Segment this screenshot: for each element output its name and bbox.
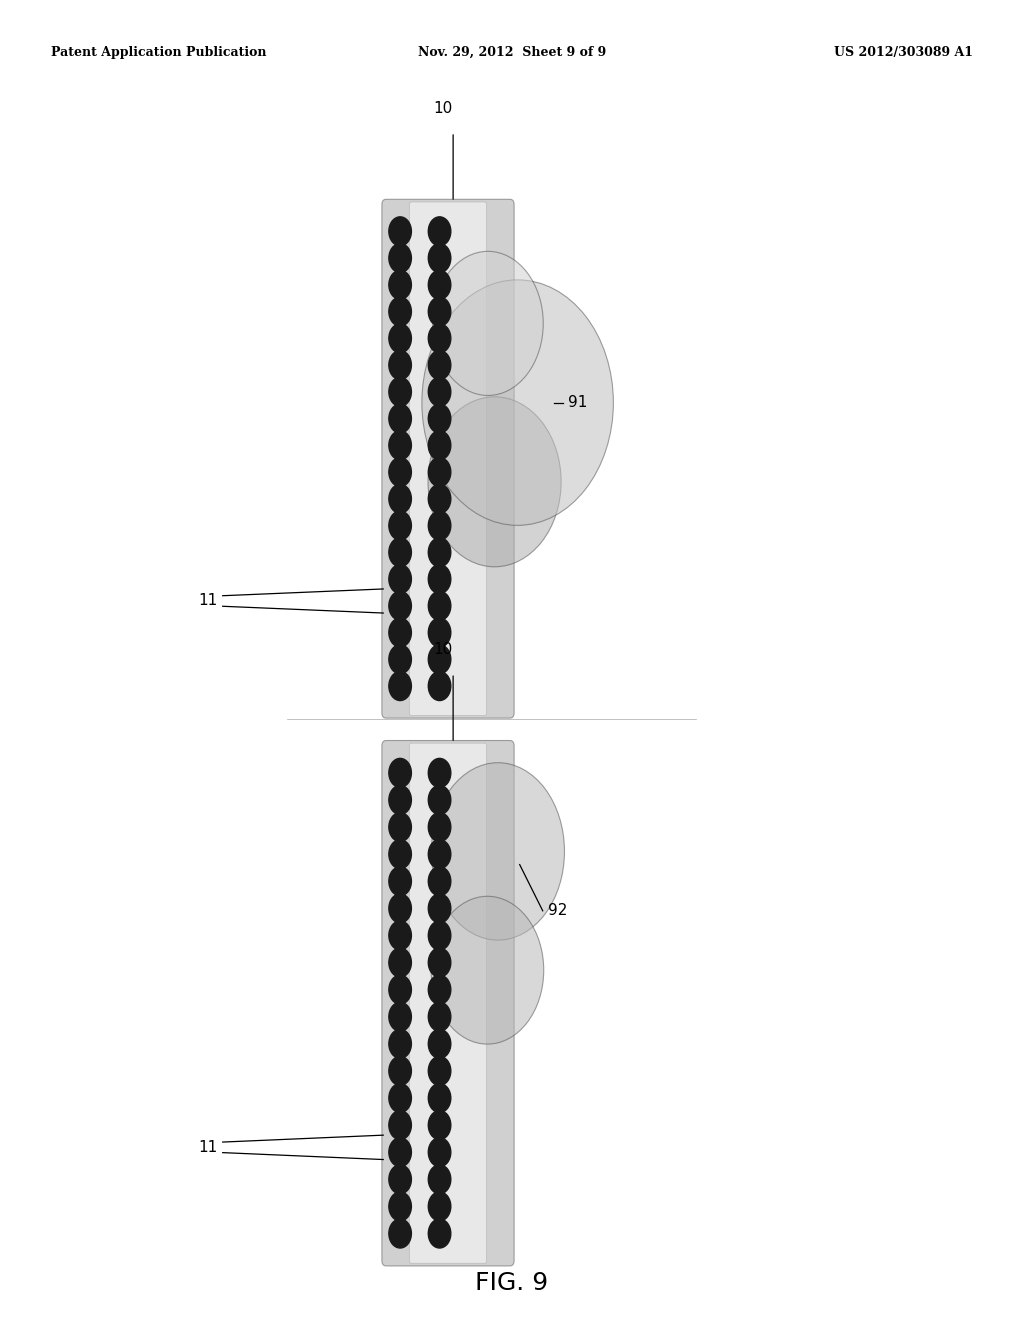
Circle shape [428, 840, 451, 869]
Ellipse shape [428, 397, 561, 566]
Circle shape [428, 1030, 451, 1059]
Ellipse shape [431, 896, 544, 1044]
Ellipse shape [422, 280, 613, 525]
Circle shape [428, 759, 451, 788]
Circle shape [389, 1192, 412, 1221]
Circle shape [389, 894, 412, 923]
Circle shape [389, 378, 412, 407]
Circle shape [428, 1138, 451, 1167]
Circle shape [389, 921, 412, 950]
Text: Nov. 29, 2012  Sheet 9 of 9: Nov. 29, 2012 Sheet 9 of 9 [418, 46, 606, 59]
Ellipse shape [431, 763, 564, 940]
Circle shape [389, 404, 412, 433]
Ellipse shape [432, 251, 543, 396]
Circle shape [428, 644, 451, 673]
Circle shape [428, 591, 451, 620]
Circle shape [389, 1164, 412, 1193]
FancyBboxPatch shape [410, 743, 486, 1263]
Circle shape [428, 975, 451, 1005]
Circle shape [428, 458, 451, 487]
Circle shape [389, 867, 412, 896]
Circle shape [389, 813, 412, 842]
Circle shape [428, 921, 451, 950]
Circle shape [428, 1110, 451, 1139]
Circle shape [389, 458, 412, 487]
FancyBboxPatch shape [382, 199, 514, 718]
Circle shape [389, 1030, 412, 1059]
Circle shape [389, 759, 412, 788]
Circle shape [389, 216, 412, 246]
Circle shape [389, 1084, 412, 1113]
Circle shape [389, 591, 412, 620]
Circle shape [389, 672, 412, 701]
Text: US 2012/303089 A1: US 2012/303089 A1 [834, 46, 973, 59]
Text: 10: 10 [433, 102, 453, 116]
Circle shape [389, 948, 412, 977]
Circle shape [428, 813, 451, 842]
Circle shape [389, 511, 412, 540]
Circle shape [428, 351, 451, 380]
Circle shape [428, 948, 451, 977]
Circle shape [389, 351, 412, 380]
Circle shape [428, 1218, 451, 1247]
Circle shape [389, 484, 412, 513]
Circle shape [428, 1192, 451, 1221]
Circle shape [389, 430, 412, 459]
Circle shape [428, 867, 451, 896]
Circle shape [428, 216, 451, 246]
Circle shape [389, 1138, 412, 1167]
Circle shape [428, 785, 451, 814]
Circle shape [428, 894, 451, 923]
Circle shape [428, 271, 451, 300]
Circle shape [389, 1002, 412, 1031]
Circle shape [389, 297, 412, 326]
Circle shape [389, 323, 412, 352]
Circle shape [389, 975, 412, 1005]
Circle shape [428, 1164, 451, 1193]
FancyBboxPatch shape [382, 741, 514, 1266]
Text: 10: 10 [433, 643, 453, 657]
Circle shape [389, 1110, 412, 1139]
Circle shape [389, 565, 412, 594]
FancyBboxPatch shape [410, 202, 486, 715]
Circle shape [428, 511, 451, 540]
Text: 92: 92 [548, 903, 567, 919]
Circle shape [428, 244, 451, 273]
Circle shape [428, 1084, 451, 1113]
Circle shape [428, 618, 451, 647]
Text: 11: 11 [199, 594, 217, 609]
Circle shape [389, 644, 412, 673]
Circle shape [428, 672, 451, 701]
Circle shape [389, 244, 412, 273]
Circle shape [428, 565, 451, 594]
Circle shape [389, 618, 412, 647]
Text: FIG. 9: FIG. 9 [475, 1271, 549, 1295]
Circle shape [389, 1218, 412, 1247]
Circle shape [389, 785, 412, 814]
Text: 11: 11 [199, 1140, 217, 1155]
Circle shape [389, 271, 412, 300]
Text: Patent Application Publication: Patent Application Publication [51, 46, 266, 59]
Circle shape [428, 1056, 451, 1085]
Circle shape [389, 537, 412, 566]
Circle shape [428, 1002, 451, 1031]
Circle shape [428, 537, 451, 566]
Circle shape [428, 297, 451, 326]
Circle shape [389, 840, 412, 869]
Text: 91: 91 [568, 395, 588, 411]
Circle shape [428, 404, 451, 433]
Circle shape [428, 323, 451, 352]
Circle shape [389, 1056, 412, 1085]
Circle shape [428, 430, 451, 459]
Circle shape [428, 378, 451, 407]
Circle shape [428, 484, 451, 513]
